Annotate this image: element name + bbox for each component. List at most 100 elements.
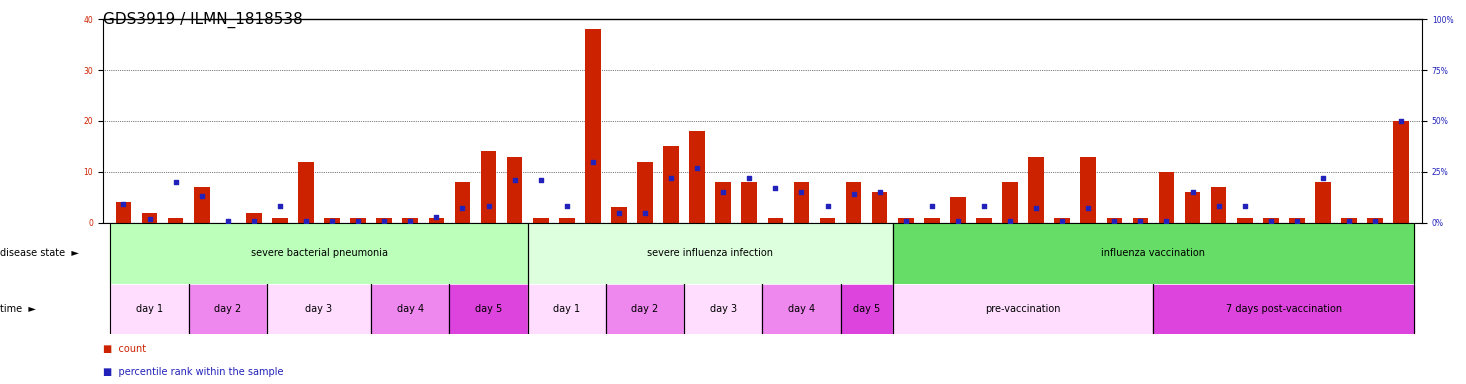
Point (868, 189, 891, 195)
Text: day 5: day 5 (475, 304, 503, 314)
Point (921, 204, 944, 210)
Bar (194, 187, 210, 223)
Bar (976, 218, 992, 223)
Point (1311, 175, 1334, 181)
Text: ■  count: ■ count (103, 344, 145, 354)
Text: severe bacterial pneumonia: severe bacterial pneumonia (251, 248, 387, 258)
Text: influenza vaccination: influenza vaccination (1101, 248, 1205, 258)
Text: day 3: day 3 (710, 304, 737, 314)
Bar (167, 218, 183, 223)
Bar (1154, 285, 1415, 333)
Point (841, 191, 865, 197)
Bar (350, 218, 366, 223)
Bar (742, 182, 756, 223)
Bar (611, 207, 627, 223)
Point (764, 185, 787, 191)
Point (581, 159, 604, 165)
Text: day 3: day 3 (305, 304, 333, 314)
Point (815, 204, 839, 210)
Bar (1237, 218, 1252, 223)
Point (711, 189, 734, 195)
Bar (110, 224, 528, 283)
Point (191, 193, 214, 199)
Point (1337, 218, 1360, 224)
Point (268, 204, 292, 210)
Point (1025, 205, 1048, 212)
Bar (371, 285, 450, 333)
Bar (403, 218, 418, 223)
Point (476, 204, 500, 210)
Point (660, 175, 683, 181)
Point (1233, 204, 1256, 210)
Point (1207, 204, 1230, 210)
Bar (110, 285, 189, 333)
Point (1102, 218, 1126, 224)
Bar (246, 213, 261, 223)
Bar (893, 224, 1415, 283)
Point (216, 218, 239, 224)
Text: 7 days post-vaccination: 7 days post-vaccination (1226, 304, 1341, 314)
Bar (1341, 218, 1358, 223)
Bar (689, 131, 705, 223)
Text: severe influenza infection: severe influenza infection (647, 248, 773, 258)
Bar (872, 192, 887, 223)
Bar (559, 218, 575, 223)
Point (607, 210, 630, 216)
Point (946, 218, 969, 224)
Bar (528, 285, 605, 333)
Point (111, 201, 135, 207)
Point (1363, 218, 1387, 224)
Bar (685, 285, 762, 333)
Bar (507, 157, 522, 223)
Bar (793, 182, 809, 223)
Bar (846, 182, 862, 223)
Point (372, 218, 396, 224)
Bar (1289, 218, 1305, 223)
Bar (1133, 218, 1148, 223)
Bar (450, 285, 528, 333)
Bar (924, 218, 940, 223)
Text: time  ►: time ► (0, 304, 35, 314)
Bar (324, 218, 340, 223)
Bar (1211, 187, 1227, 223)
Bar (638, 162, 652, 223)
Bar (1264, 218, 1278, 223)
Point (242, 218, 265, 224)
Point (556, 204, 579, 210)
Bar (605, 285, 685, 333)
Bar (715, 182, 732, 223)
Point (686, 165, 710, 171)
Bar (1315, 182, 1331, 223)
Point (346, 218, 369, 224)
Bar (189, 285, 267, 333)
Text: day 1: day 1 (136, 304, 163, 314)
Bar (273, 218, 287, 223)
Point (972, 204, 995, 210)
Point (1129, 218, 1152, 224)
Bar (1080, 157, 1097, 223)
Text: disease state  ►: disease state ► (0, 248, 79, 258)
Bar (1028, 157, 1044, 223)
Point (1390, 118, 1413, 124)
Text: GDS3919 / ILMN_1818538: GDS3919 / ILMN_1818538 (103, 12, 302, 28)
Bar (1107, 218, 1121, 223)
Bar (481, 152, 497, 223)
Point (164, 179, 188, 185)
Bar (585, 30, 601, 223)
Bar (1158, 172, 1174, 223)
Bar (950, 197, 966, 223)
Bar (1368, 218, 1382, 223)
Bar (142, 213, 157, 223)
Bar (819, 218, 836, 223)
Point (138, 215, 161, 222)
Point (1051, 218, 1075, 224)
Text: day 1: day 1 (553, 304, 581, 314)
Bar (267, 285, 371, 333)
Point (1259, 218, 1283, 224)
Bar (1054, 218, 1070, 223)
Text: day 4: day 4 (397, 304, 424, 314)
Point (1155, 218, 1179, 224)
Bar (454, 182, 471, 223)
Text: day 4: day 4 (787, 304, 815, 314)
Point (737, 175, 761, 181)
